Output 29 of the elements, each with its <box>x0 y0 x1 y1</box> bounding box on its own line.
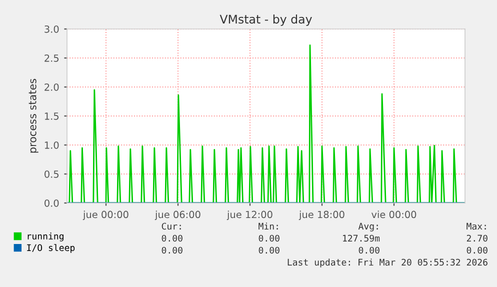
chart-title: VMstat - by day <box>220 14 312 26</box>
text: 2.70 <box>466 234 488 242</box>
text: 0.00 <box>162 234 182 242</box>
y-tick-label: 0.0 <box>44 199 59 207</box>
text: Max: <box>466 222 486 230</box>
text: 0.00 <box>162 246 182 254</box>
text: 0.00 <box>258 246 280 254</box>
x-tick-label: vie 00:00 <box>372 210 416 218</box>
x-tick-label: jue 06:00 <box>154 210 200 220</box>
text: 0.00 <box>258 234 280 242</box>
x-tick-label: jue 18:00 <box>298 210 344 220</box>
y-tick-label: 0.5 <box>44 170 59 178</box>
legend-label: running <box>28 232 64 242</box>
text: Min: <box>258 222 278 230</box>
y-axis-title: process states <box>28 78 38 153</box>
y-tick-label: 2.0 <box>44 83 59 91</box>
text: Last update: Fri Mar 20 05:55:32 2026 <box>288 258 488 268</box>
y-tick-label: 1.0 <box>44 141 59 149</box>
x-tick-label: jue 00:00 <box>82 210 128 220</box>
y-tick-label: 3.0 <box>44 25 59 33</box>
text: 127.59m <box>343 234 380 242</box>
y-tick-label: 2.5 <box>44 54 59 62</box>
y-tick-label: 1.5 <box>44 112 59 120</box>
text: 0.00 <box>466 246 488 254</box>
legend-label: I/O sleep <box>27 244 75 253</box>
text: Avg: <box>358 222 378 232</box>
x-tick-label: jue 12:00 <box>226 210 272 220</box>
text: 0.00 <box>358 246 380 254</box>
text: Cur: <box>162 222 181 230</box>
